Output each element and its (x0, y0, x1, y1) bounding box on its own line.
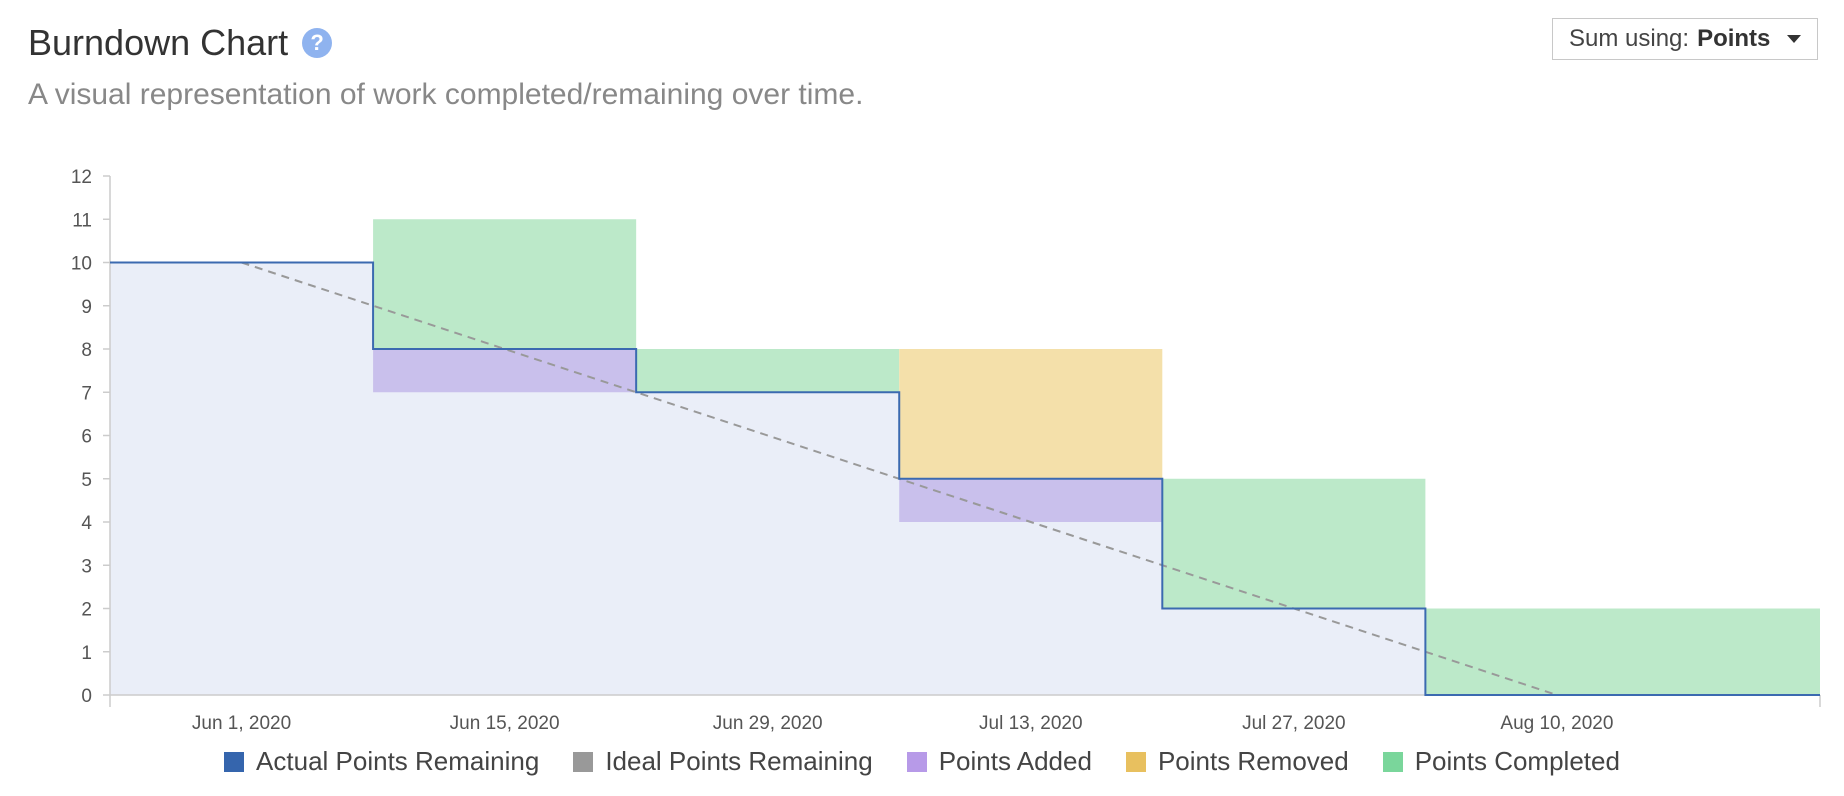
added-band-1 (899, 478, 1163, 522)
actual-remaining-line (110, 261, 1820, 696)
legend-swatch-actual (224, 751, 245, 772)
x-tick-label-0: Jun 1, 2020 (192, 713, 291, 734)
y-tick-label-0: 0 (81, 686, 92, 707)
legend-item-added[interactable]: Points Added (906, 746, 1092, 777)
legend-swatch-removed (1125, 751, 1146, 772)
legend-label-removed: Points Removed (1157, 746, 1349, 776)
y-tick-label-5: 5 (81, 470, 92, 491)
added-band-0 (373, 349, 637, 393)
legend-swatch-added (906, 751, 927, 772)
sum-using-label: Sum using: (1569, 25, 1690, 52)
page-subtitle: A visual representation of work complete… (28, 78, 864, 111)
y-tick-label-6: 6 (81, 427, 92, 448)
y-tick-label-12: 12 (71, 167, 92, 188)
title-row: Burndown Chart ? (28, 18, 1818, 68)
y-tick-label-9: 9 (81, 297, 92, 318)
completed-band-1 (636, 349, 900, 393)
completed-band-0 (373, 219, 637, 349)
legend-item-completed[interactable]: Points Completed (1382, 746, 1620, 777)
question-mark-circle-icon[interactable]: ? (302, 28, 333, 58)
chart-legend: Actual Points Remaining Ideal Points Rema… (0, 746, 1844, 777)
x-tick-label-2: Jun 29, 2020 (713, 713, 823, 734)
legend-item-removed[interactable]: Points Removed (1125, 746, 1349, 777)
y-tick-label-2: 2 (81, 600, 92, 621)
y-tick-label-7: 7 (81, 383, 92, 404)
x-tick-label-3: Jul 13, 2020 (979, 713, 1083, 734)
sum-using-dropdown[interactable]: Sum using: Points (1552, 18, 1818, 60)
y-tick-label-8: 8 (81, 340, 92, 361)
caret-down-icon (1787, 35, 1801, 43)
chart-header: Burndown Chart ? A visual representation… (28, 18, 1818, 118)
x-tick-label-1: Jun 15, 2020 (450, 713, 560, 734)
legend-item-actual[interactable]: Actual Points Remaining (224, 746, 539, 777)
legend-label-added: Points Added (938, 746, 1092, 776)
legend-label-completed: Points Completed (1414, 746, 1620, 776)
legend-label-ideal: Ideal Points Remaining (605, 746, 873, 776)
completed-band-3 (1425, 608, 1820, 695)
legend-item-ideal[interactable]: Ideal Points Remaining (573, 746, 873, 777)
removed-band-0 (899, 349, 1163, 479)
y-tick-label-10: 10 (71, 254, 92, 275)
y-tick-label-4: 4 (81, 513, 92, 534)
y-tick-label-11: 11 (72, 210, 92, 231)
x-tick-label-5: Aug 10, 2020 (1500, 713, 1613, 734)
legend-label-actual: Actual Points Remaining (256, 746, 540, 776)
x-tick-label-4: Jul 27, 2020 (1242, 713, 1346, 734)
completed-band-2 (1162, 478, 1426, 609)
y-tick-label-1: 1 (81, 643, 92, 664)
legend-swatch-completed (1382, 751, 1403, 772)
sum-using-value: Points (1697, 25, 1771, 52)
legend-swatch-ideal (573, 751, 594, 772)
y-tick-label-3: 3 (81, 556, 92, 577)
page-title: Burndown Chart (28, 22, 289, 63)
